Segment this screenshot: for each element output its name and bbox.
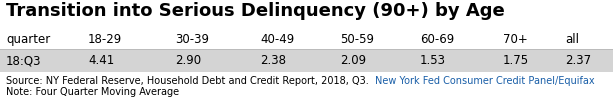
Text: 2.90: 2.90 xyxy=(175,54,201,67)
Text: 2.37: 2.37 xyxy=(565,54,591,67)
Text: 40-49: 40-49 xyxy=(260,33,294,46)
Text: 18-29: 18-29 xyxy=(88,33,122,46)
Bar xyxy=(0,30,613,50)
Text: Note: Four Quarter Moving Average: Note: Four Quarter Moving Average xyxy=(6,87,179,97)
Text: 1.53: 1.53 xyxy=(420,54,446,67)
Text: 70+: 70+ xyxy=(503,33,528,46)
Text: all: all xyxy=(565,33,579,46)
Text: Source: NY Federal Reserve, Household Debt and Credit Report, 2018, Q3.: Source: NY Federal Reserve, Household De… xyxy=(6,76,375,86)
Text: 18:Q3: 18:Q3 xyxy=(6,54,42,67)
Text: 2.38: 2.38 xyxy=(260,54,286,67)
Bar xyxy=(0,49,613,50)
Text: 50-59: 50-59 xyxy=(340,33,374,46)
Text: 2.09: 2.09 xyxy=(340,54,366,67)
Text: 30-39: 30-39 xyxy=(175,33,209,46)
Text: 4.41: 4.41 xyxy=(88,54,114,67)
Text: New York Fed Consumer Credit Panel/Equifax: New York Fed Consumer Credit Panel/Equif… xyxy=(375,76,595,86)
Text: Transition into Serious Delinquency (90+) by Age: Transition into Serious Delinquency (90+… xyxy=(6,2,504,20)
Text: 60-69: 60-69 xyxy=(420,33,454,46)
Text: 1.75: 1.75 xyxy=(503,54,529,67)
Bar xyxy=(0,50,613,72)
Text: quarter: quarter xyxy=(6,33,50,46)
